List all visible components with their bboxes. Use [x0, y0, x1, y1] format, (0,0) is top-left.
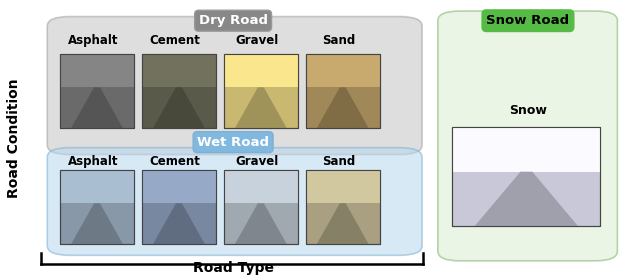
- Polygon shape: [71, 203, 123, 244]
- Text: Snow: Snow: [509, 104, 547, 117]
- Text: Road Condition: Road Condition: [7, 78, 21, 198]
- FancyBboxPatch shape: [452, 127, 600, 226]
- Text: Asphalt: Asphalt: [68, 155, 118, 168]
- Text: Cement: Cement: [150, 33, 200, 47]
- Polygon shape: [235, 87, 287, 128]
- FancyBboxPatch shape: [60, 170, 134, 244]
- Polygon shape: [317, 87, 369, 128]
- FancyBboxPatch shape: [306, 170, 380, 244]
- Polygon shape: [306, 170, 380, 203]
- Text: Snow Road: Snow Road: [486, 14, 570, 27]
- Polygon shape: [71, 87, 123, 128]
- Polygon shape: [317, 203, 369, 244]
- Polygon shape: [474, 172, 578, 226]
- Polygon shape: [235, 203, 287, 244]
- Text: Asphalt: Asphalt: [68, 33, 118, 47]
- Text: Sand: Sand: [323, 33, 355, 47]
- Text: Gravel: Gravel: [236, 155, 278, 168]
- Text: Sand: Sand: [323, 155, 355, 168]
- Polygon shape: [142, 54, 216, 87]
- Polygon shape: [153, 87, 205, 128]
- Polygon shape: [224, 170, 298, 203]
- Text: Cement: Cement: [150, 155, 200, 168]
- FancyBboxPatch shape: [438, 11, 617, 261]
- Text: Road Type: Road Type: [193, 261, 273, 275]
- FancyBboxPatch shape: [224, 54, 298, 128]
- Polygon shape: [452, 127, 600, 172]
- FancyBboxPatch shape: [224, 170, 298, 244]
- Text: Gravel: Gravel: [236, 33, 278, 47]
- FancyBboxPatch shape: [47, 17, 422, 155]
- FancyBboxPatch shape: [60, 54, 134, 128]
- Text: Wet Road: Wet Road: [197, 136, 269, 149]
- Polygon shape: [60, 170, 134, 203]
- FancyBboxPatch shape: [47, 148, 422, 255]
- Text: Dry Road: Dry Road: [198, 14, 268, 27]
- FancyBboxPatch shape: [142, 170, 216, 244]
- FancyBboxPatch shape: [142, 54, 216, 128]
- Polygon shape: [224, 54, 298, 87]
- FancyBboxPatch shape: [306, 54, 380, 128]
- Polygon shape: [306, 54, 380, 87]
- Polygon shape: [153, 203, 205, 244]
- Polygon shape: [60, 54, 134, 87]
- Polygon shape: [142, 170, 216, 203]
